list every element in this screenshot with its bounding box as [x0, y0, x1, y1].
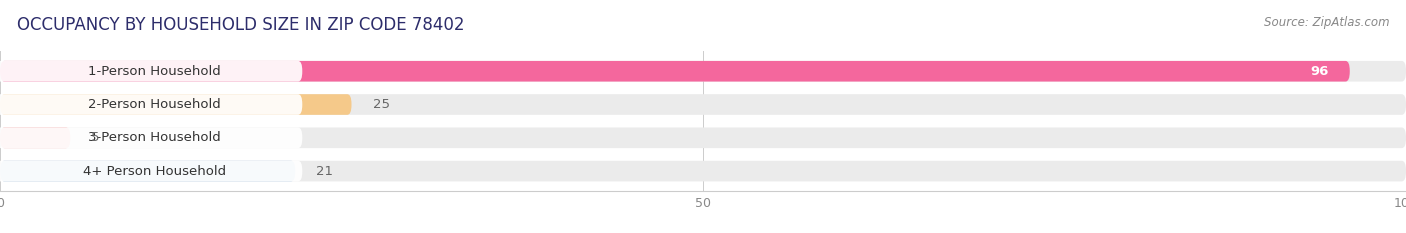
FancyBboxPatch shape [0, 127, 302, 148]
FancyBboxPatch shape [0, 94, 352, 115]
FancyBboxPatch shape [0, 161, 295, 182]
Text: 3-Person Household: 3-Person Household [89, 131, 221, 144]
Text: 4+ Person Household: 4+ Person Household [83, 164, 226, 178]
Text: 1-Person Household: 1-Person Household [89, 65, 221, 78]
Text: 2-Person Household: 2-Person Household [89, 98, 221, 111]
Text: 25: 25 [373, 98, 389, 111]
FancyBboxPatch shape [0, 161, 1406, 182]
FancyBboxPatch shape [0, 94, 1406, 115]
FancyBboxPatch shape [0, 61, 302, 82]
FancyBboxPatch shape [0, 127, 70, 148]
FancyBboxPatch shape [0, 127, 1406, 148]
Text: OCCUPANCY BY HOUSEHOLD SIZE IN ZIP CODE 78402: OCCUPANCY BY HOUSEHOLD SIZE IN ZIP CODE … [17, 16, 464, 34]
Text: 21: 21 [316, 164, 333, 178]
FancyBboxPatch shape [0, 161, 302, 182]
FancyBboxPatch shape [0, 61, 1406, 82]
Text: 96: 96 [1310, 65, 1329, 78]
Text: 5: 5 [91, 131, 100, 144]
FancyBboxPatch shape [0, 94, 302, 115]
Text: Source: ZipAtlas.com: Source: ZipAtlas.com [1264, 16, 1389, 29]
FancyBboxPatch shape [0, 61, 1350, 82]
